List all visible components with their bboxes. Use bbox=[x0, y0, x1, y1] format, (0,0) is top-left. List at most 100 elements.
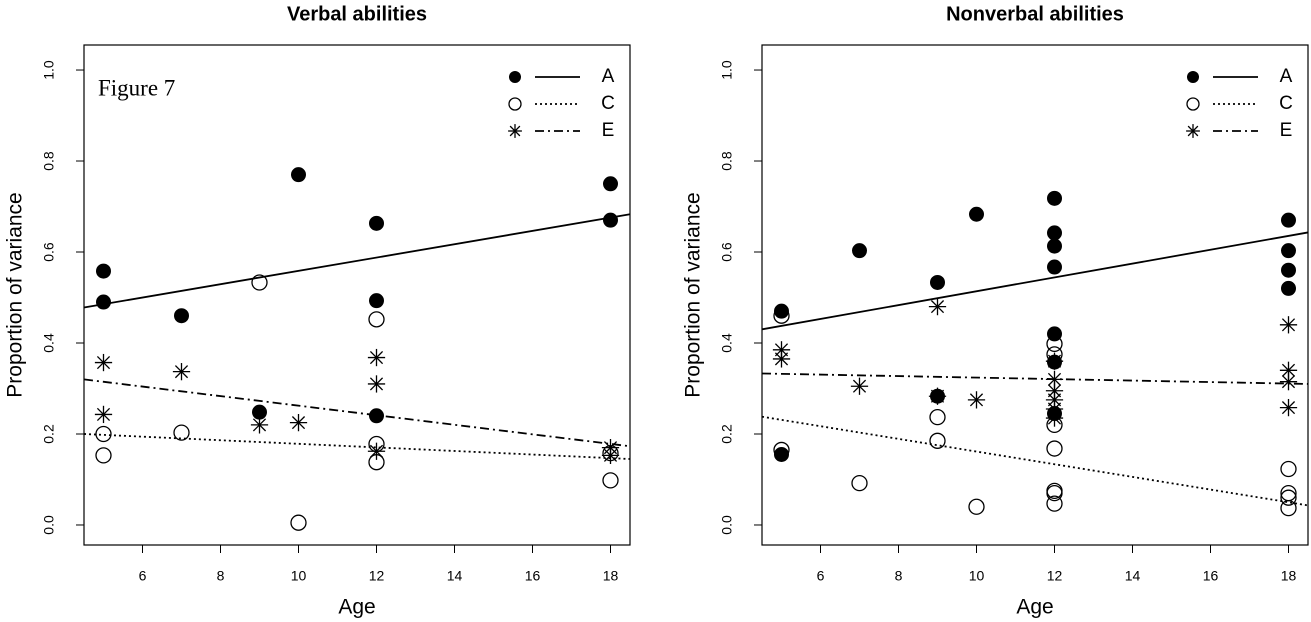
fit-line bbox=[761, 415, 1309, 507]
x-tick-label: 18 bbox=[603, 568, 619, 584]
point bbox=[1279, 398, 1298, 417]
point bbox=[95, 425, 112, 443]
point bbox=[1046, 440, 1063, 457]
chart-title: Nonverbal abilities bbox=[946, 3, 1124, 25]
star-stroke bbox=[930, 300, 945, 314]
point bbox=[251, 274, 268, 291]
legend-marker bbox=[1187, 71, 1199, 83]
point bbox=[1281, 262, 1296, 278]
point bbox=[1281, 280, 1296, 296]
x-tick-label: 10 bbox=[969, 568, 985, 584]
point bbox=[368, 311, 385, 328]
point bbox=[772, 350, 791, 368]
y-tick-label: 0.6 bbox=[41, 242, 57, 262]
x-tick-label: 16 bbox=[1203, 568, 1219, 584]
y-tick-label: 0.6 bbox=[719, 242, 735, 262]
point bbox=[851, 474, 868, 492]
legend-marker bbox=[1186, 97, 1200, 111]
point bbox=[289, 413, 308, 432]
point bbox=[603, 212, 618, 228]
point bbox=[603, 176, 618, 192]
x-tick-label: 14 bbox=[1125, 568, 1141, 584]
point bbox=[1047, 259, 1062, 275]
x-axis-label: Age bbox=[1016, 596, 1053, 619]
star-stroke bbox=[509, 125, 521, 137]
star-stroke bbox=[96, 356, 111, 370]
star-stroke bbox=[1047, 402, 1062, 416]
y-tick-label: 0.4 bbox=[719, 333, 735, 353]
point bbox=[290, 514, 307, 531]
y-tick-label: 0.0 bbox=[719, 515, 735, 535]
point bbox=[369, 408, 384, 424]
x-axis-label: Age bbox=[338, 596, 375, 619]
point bbox=[1279, 316, 1298, 334]
point bbox=[928, 297, 947, 316]
point bbox=[928, 387, 947, 405]
point bbox=[850, 377, 869, 395]
star-stroke bbox=[369, 350, 384, 365]
fit-line bbox=[761, 372, 1309, 385]
point bbox=[602, 472, 619, 489]
legend-label: A bbox=[1280, 66, 1293, 87]
star-stroke bbox=[774, 343, 789, 357]
y-tick-label: 0.2 bbox=[41, 424, 57, 444]
star-stroke bbox=[1047, 384, 1062, 398]
legend-label: E bbox=[602, 120, 615, 141]
point bbox=[369, 215, 384, 231]
point bbox=[1045, 370, 1064, 389]
star-stroke bbox=[369, 377, 384, 391]
point bbox=[1047, 225, 1062, 241]
point bbox=[968, 498, 985, 515]
legend-marker bbox=[508, 97, 522, 111]
y-tick-label: 0.8 bbox=[41, 151, 57, 171]
star-stroke bbox=[1281, 318, 1296, 332]
point bbox=[1046, 495, 1063, 512]
point bbox=[1045, 352, 1064, 370]
point bbox=[174, 308, 189, 324]
fit-line bbox=[761, 231, 1309, 331]
point bbox=[1047, 190, 1062, 206]
star-stroke bbox=[930, 389, 945, 403]
point bbox=[929, 432, 946, 449]
point bbox=[774, 303, 789, 319]
star-stroke bbox=[252, 418, 267, 432]
point bbox=[1046, 335, 1063, 353]
y-axis-label: Proportion of variance bbox=[682, 192, 705, 397]
panel: Nonverbal abilities Age Proportion of vari… bbox=[682, 3, 1309, 619]
star-stroke bbox=[852, 379, 867, 393]
y-tick-label: 0.4 bbox=[41, 333, 57, 353]
point bbox=[252, 404, 267, 420]
star-stroke bbox=[174, 365, 189, 379]
fit-line bbox=[83, 213, 631, 309]
legend-marker bbox=[508, 124, 522, 138]
point bbox=[291, 167, 306, 183]
legend-label: E bbox=[1280, 120, 1293, 141]
point bbox=[1045, 391, 1064, 409]
star-stroke bbox=[603, 448, 618, 462]
x-tick-label: 6 bbox=[139, 568, 147, 584]
point bbox=[1280, 460, 1297, 478]
point bbox=[1280, 499, 1297, 517]
x-tick-label: 10 bbox=[291, 568, 307, 584]
star-stroke bbox=[1047, 393, 1062, 407]
point bbox=[94, 353, 113, 372]
star-stroke bbox=[1281, 401, 1296, 415]
legend-marker bbox=[509, 71, 521, 83]
point bbox=[367, 442, 386, 460]
point bbox=[1281, 243, 1296, 259]
point bbox=[369, 293, 384, 309]
legend-label: C bbox=[1279, 93, 1293, 114]
point bbox=[1045, 400, 1064, 418]
panel: Verbal abilities Age Proportion of varianc… bbox=[4, 3, 631, 619]
x-tick-label: 6 bbox=[817, 568, 825, 584]
point bbox=[250, 416, 269, 434]
star-stroke bbox=[96, 407, 111, 421]
legend-label: C bbox=[601, 93, 615, 114]
y-tick-label: 0.8 bbox=[719, 151, 735, 171]
x-tick-label: 12 bbox=[369, 568, 385, 584]
point bbox=[772, 341, 791, 359]
star-stroke bbox=[291, 416, 306, 430]
x-tick-label: 8 bbox=[217, 568, 225, 584]
point bbox=[773, 441, 790, 459]
